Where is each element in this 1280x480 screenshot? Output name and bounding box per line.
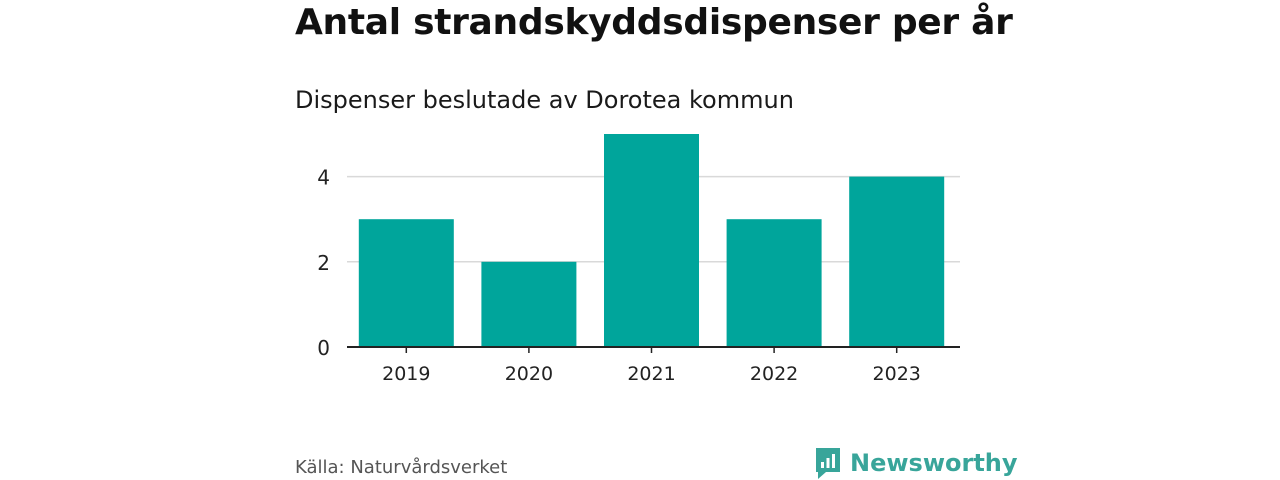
y-tick-label-4: 4: [317, 166, 330, 190]
x-tick-label-2021: 2021: [627, 363, 675, 385]
x-tick-label-2020: 2020: [505, 363, 553, 385]
bar-2020: [481, 261, 577, 347]
bar-2021: [604, 134, 699, 347]
y-tick-label-2: 2: [317, 251, 330, 275]
chart-title: Antal strandskyddsdispenser per år: [295, 2, 1013, 43]
y-tick-label-0: 0: [317, 336, 330, 360]
source-label: Källa: Naturvårdsverket: [295, 457, 508, 478]
x-tick-label-2019: 2019: [382, 363, 430, 385]
x-tick-label-2023: 2023: [873, 363, 921, 385]
chart-subtitle: Dispenser beslutade av Dorotea kommun: [295, 86, 794, 114]
bar-2022: [726, 219, 822, 347]
bar-chart-speech-bubble-icon: [816, 448, 840, 479]
bar-2019: [358, 219, 454, 347]
brand-logo[interactable]: Newsworthy: [814, 446, 1018, 480]
bar-2023: [849, 176, 945, 347]
brand-name: Newsworthy: [850, 449, 1018, 477]
x-tick-label-2022: 2022: [750, 363, 798, 385]
